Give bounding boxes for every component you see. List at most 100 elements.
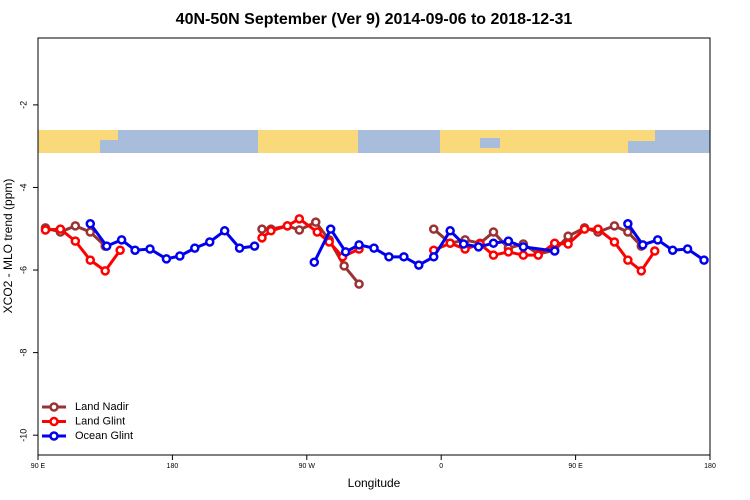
data-point: [593, 224, 603, 234]
data-point: [609, 237, 620, 247]
data-point: [55, 224, 66, 234]
data-point: [636, 266, 647, 276]
data-point: [428, 224, 439, 234]
data-point: [458, 239, 469, 249]
series-line: [45, 217, 656, 274]
water-patch: [480, 138, 500, 148]
data-point: [623, 227, 633, 237]
data-point: [70, 221, 81, 231]
data-point: [623, 219, 633, 229]
data-point: [473, 242, 484, 252]
data-point: [488, 227, 499, 237]
legend-label: Land Nadir: [75, 401, 129, 413]
legend-label: Land Glint: [75, 415, 125, 427]
y-tick-label: -8: [18, 349, 28, 357]
data-point: [533, 250, 544, 260]
data-point: [354, 279, 364, 289]
data-point: [414, 260, 424, 270]
data-point: [682, 244, 693, 254]
data-point: [145, 244, 155, 254]
data-point: [70, 236, 81, 246]
data-point: [503, 247, 514, 257]
data-point: [85, 255, 96, 265]
data-point: [623, 255, 633, 265]
y-tick-label: -4: [18, 183, 28, 191]
legend-label: Ocean Glint: [75, 430, 133, 442]
data-point: [339, 261, 349, 271]
data-point: [579, 224, 590, 234]
data-point: [101, 241, 112, 251]
data-point: [100, 266, 110, 276]
data-point: [115, 245, 125, 255]
data-point: [563, 231, 573, 241]
y-axis-label: XCO2 - MLO trend (ppm): [1, 179, 15, 314]
x-tick-label: 180: [167, 463, 179, 470]
x-tick-label: 0: [439, 463, 443, 470]
data-point: [257, 224, 267, 234]
data-point: [282, 221, 293, 231]
data-point: [85, 219, 96, 229]
data-point: [116, 235, 127, 245]
map-band: [38, 130, 710, 153]
data-point: [175, 251, 185, 261]
data-point: [488, 250, 499, 260]
data-point: [518, 250, 529, 260]
legend-marker: [49, 402, 59, 412]
x-tick-label: 180: [704, 463, 716, 470]
data-point: [190, 243, 200, 253]
data-point: [219, 226, 230, 236]
data-point: [488, 238, 499, 248]
legend-marker: [49, 416, 59, 427]
data-point: [311, 217, 321, 227]
data-point: [354, 240, 364, 250]
data-point: [161, 254, 172, 264]
data-point: [667, 245, 678, 255]
data-point: [699, 255, 709, 265]
y-tick-label: -2: [18, 101, 28, 109]
x-axis-label: Longitude: [348, 476, 401, 490]
land-patch: [440, 130, 655, 153]
legend-marker: [49, 431, 59, 441]
data-point: [294, 225, 305, 235]
data-point: [609, 221, 620, 231]
data-point: [294, 214, 305, 224]
data-point: [652, 235, 663, 245]
chart-title: 40N-50N September (Ver 9) 2014-09-06 to …: [176, 11, 573, 28]
land-patch: [38, 130, 118, 153]
water-patch: [628, 141, 655, 153]
data-point: [549, 238, 560, 248]
data-point: [445, 226, 455, 236]
data-point: [325, 224, 336, 234]
data-point: [399, 252, 409, 262]
data-point: [638, 240, 648, 250]
data-point: [234, 243, 245, 253]
data-point: [518, 242, 529, 252]
x-tick-label: 90 E: [31, 463, 46, 470]
land-patch: [258, 130, 358, 153]
y-tick-label: -10: [18, 429, 28, 442]
data-point: [503, 236, 514, 246]
plot-frame: [37, 37, 711, 456]
y-tick-label: -6: [18, 266, 28, 274]
data-point: [130, 245, 140, 255]
data-point: [649, 246, 660, 256]
data-point: [85, 227, 96, 237]
data-point: [445, 238, 455, 248]
data-point: [384, 252, 394, 262]
data-point: [40, 225, 51, 235]
data-point: [428, 252, 439, 262]
data-point: [249, 241, 260, 251]
data-point: [549, 246, 560, 256]
data-point: [309, 257, 320, 267]
water-patch: [100, 140, 118, 153]
data-point: [204, 237, 215, 247]
data-point: [257, 233, 267, 243]
data-point: [563, 239, 573, 249]
data-point: [312, 227, 323, 237]
data-point: [369, 243, 379, 253]
data-point: [340, 247, 351, 257]
data-point: [266, 226, 276, 236]
x-tick-label: 90 W: [299, 463, 316, 470]
